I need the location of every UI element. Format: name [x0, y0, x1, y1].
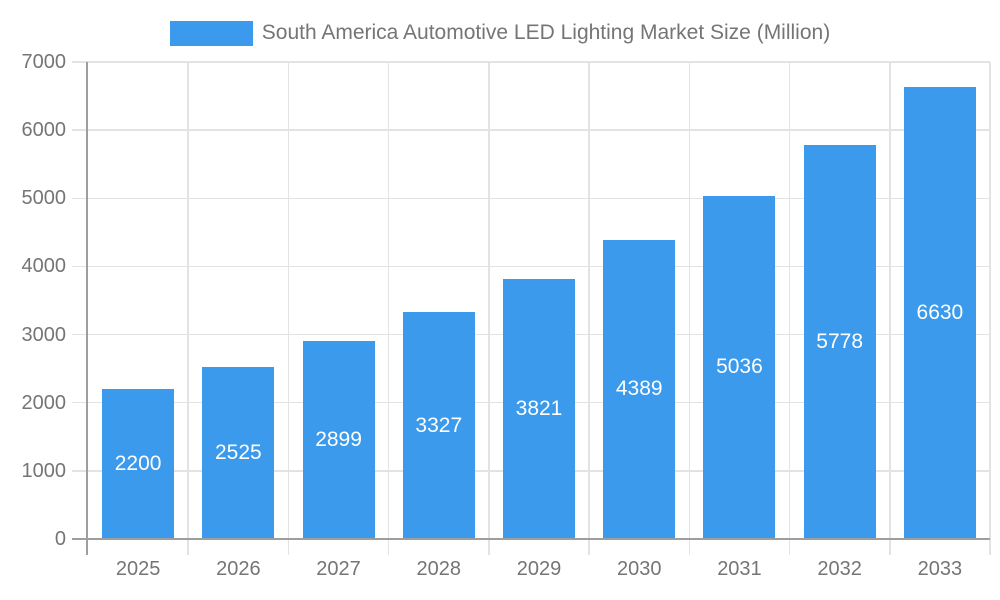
- bar: 2525: [202, 366, 275, 539]
- gridline-vertical: [287, 62, 290, 555]
- y-tick-label: 3000: [21, 323, 67, 346]
- gridline-vertical: [989, 62, 991, 555]
- x-tick-label: 2027: [316, 558, 361, 580]
- bar-value-label: 5778: [816, 330, 864, 354]
- x-tick-label: 2029: [516, 558, 562, 580]
- y-tick-label: 7000: [21, 51, 67, 73]
- legend-swatch: [169, 20, 253, 46]
- bar-value-label: 3821: [515, 396, 563, 420]
- gridline-horizontal: [72, 197, 990, 200]
- gridline-horizontal: [72, 61, 990, 63]
- x-tick-label: 2032: [817, 558, 862, 580]
- y-tick-label: 4000: [21, 255, 67, 278]
- bar: 2899: [302, 341, 375, 539]
- gridline-vertical: [387, 62, 390, 555]
- y-axis-line: [86, 62, 88, 555]
- gridline-vertical: [688, 62, 691, 555]
- gridline-vertical: [187, 62, 189, 555]
- gridline-vertical: [889, 62, 891, 555]
- bar-value-label: 6630: [916, 301, 964, 325]
- bar: 2200: [102, 389, 175, 539]
- x-tick-label: 2025: [115, 558, 161, 580]
- bar: 3327: [402, 312, 475, 539]
- x-tick-label: 2033: [917, 558, 963, 580]
- x-tick-label: 2031: [717, 558, 762, 580]
- plot-area: 2200 2525 2899 3327 3821 4389 5036 5778 6630: [72, 61, 991, 555]
- y-tick-label: 2000: [21, 391, 67, 414]
- bar-value-label: 2200: [114, 452, 162, 476]
- x-axis-line: [72, 538, 990, 540]
- gridline-vertical: [788, 62, 791, 555]
- gridline-vertical: [488, 62, 490, 555]
- gridline-horizontal: [72, 265, 990, 268]
- bar: 5036: [703, 195, 776, 539]
- gridline-vertical: [588, 62, 590, 555]
- bar: 4389: [603, 239, 676, 539]
- bar-value-label: 2899: [315, 428, 362, 452]
- y-tick-label: 0: [54, 528, 66, 550]
- bar: 6630: [903, 87, 976, 539]
- bar-value-label: 2525: [214, 440, 262, 464]
- bar: 5778: [803, 145, 876, 539]
- gridline-horizontal: [72, 129, 990, 131]
- x-tick-label: 2026: [216, 558, 261, 580]
- bar-value-label: 4389: [615, 377, 663, 401]
- y-tick-label: 5000: [21, 187, 67, 210]
- bar: 3821: [503, 278, 575, 539]
- legend-label: South America Automotive LED Lighting Ma…: [261, 21, 831, 44]
- bar-value-label: 3327: [415, 413, 463, 437]
- y-tick-label: 6000: [21, 119, 67, 142]
- bar-value-label: 5036: [716, 355, 763, 379]
- legend-item[interactable]: South America Automotive LED Lighting Ma…: [0, 18, 1000, 48]
- x-tick-label: 2030: [616, 558, 662, 580]
- y-tick-label: 1000: [21, 459, 67, 482]
- x-tick-label: 2028: [416, 558, 462, 580]
